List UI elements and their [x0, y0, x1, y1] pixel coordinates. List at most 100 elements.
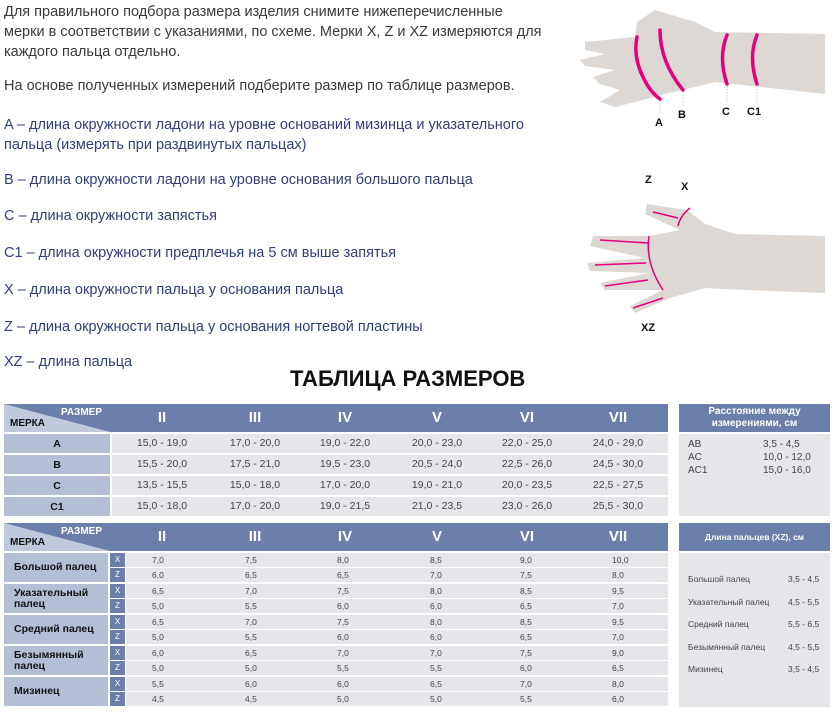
finger-value-cell: 5,5	[245, 601, 257, 611]
finger-length-panel	[679, 553, 830, 707]
table-row	[126, 568, 668, 582]
definition-item: Z – длина окружности пальца у основания …	[4, 319, 423, 335]
distance-key: AB	[688, 439, 702, 450]
finger-value-cell: 5,0	[152, 632, 164, 642]
xz-label: Z	[110, 599, 125, 613]
finger-value-cell: 7,0	[612, 601, 624, 611]
finger-value-cell: 8,0	[612, 570, 624, 580]
measure-row-label: C1	[4, 497, 110, 516]
size-value-cell: 22,5 - 26,0	[501, 458, 553, 470]
measure-label: МЕРКА	[10, 418, 45, 429]
finger-value-cell: 7,5	[245, 555, 257, 565]
finger-length-key: Безымянный палец	[688, 641, 766, 652]
finger-value-cell: 6,0	[152, 648, 164, 658]
finger-value-cell: 7,0	[152, 555, 164, 565]
definition-item: B – длина окружности ладони на уровне ос…	[4, 172, 473, 188]
finger-value-cell: 8,5	[430, 555, 442, 565]
finger-row-label: Указательный палец	[4, 584, 108, 613]
finger-value-cell: 5,5	[245, 632, 257, 642]
finger-value-cell: 9,0	[612, 648, 624, 658]
finger-value-cell: 7,0	[430, 648, 442, 658]
finger-value-cell: 7,5	[337, 586, 349, 596]
finger-value-cell: 4,5	[152, 694, 164, 704]
finger-value-cell: 6,5	[520, 632, 532, 642]
size-value-cell: 23,0 - 26,0	[501, 500, 553, 512]
finger-value-cell: 6,0	[245, 679, 257, 689]
table2-header	[4, 523, 668, 551]
size-value-cell: 24,0 - 29,0	[592, 437, 644, 449]
finger-value-cell: 7,0	[612, 632, 624, 642]
size-value-cell: 19,5 - 23,0	[319, 458, 371, 470]
table-row	[126, 584, 668, 598]
size-value-cell: 15,0 - 18,0	[136, 500, 188, 512]
size-column-header: VI	[519, 409, 535, 426]
finger-value-cell: 6,5	[245, 648, 257, 658]
finger-value-cell: 7,0	[245, 586, 257, 596]
size-value-cell: 25,5 - 30,0	[592, 500, 644, 512]
finger-length-value: 3,5 - 4,5	[788, 664, 820, 674]
finger-length-value: 4,5 - 5,5	[788, 641, 820, 652]
table-row	[112, 455, 668, 474]
distance-value: 10,0 - 12,0	[763, 452, 811, 463]
xz-label: X	[110, 646, 125, 660]
finger-row-label: Средний палец	[4, 615, 108, 644]
finger-value-cell: 5,5	[337, 663, 349, 673]
size-value-cell: 17,0 - 20,0	[229, 500, 281, 512]
finger-value-cell: 6,5	[245, 570, 257, 580]
hand-diagram-fingers: Z X XZ	[587, 174, 825, 333]
finger-value-cell: 5,0	[152, 663, 164, 673]
corner-header: РАЗМЕР МЕРКА	[4, 404, 110, 432]
distance-key: AC1	[688, 465, 708, 476]
size-column-header: IV	[337, 528, 353, 545]
finger-value-cell: 5,0	[152, 601, 164, 611]
finger-value-cell: 9,5	[612, 617, 624, 627]
xz-label: X	[110, 615, 125, 629]
finger-value-cell: 6,0	[430, 601, 442, 611]
finger-length-header: Длина пальцев (XZ), см	[679, 523, 830, 551]
finger-value-cell: 7,5	[520, 648, 532, 658]
finger-value-cell: 5,0	[245, 663, 257, 673]
finger-value-cell: 5,5	[520, 694, 532, 704]
finger-value-cell: 6,0	[337, 601, 349, 611]
size-column-header: III	[248, 528, 262, 545]
distance-panel	[679, 434, 830, 516]
size-value-cell: 21,0 - 23,5	[411, 500, 463, 512]
table-row	[126, 599, 668, 613]
finger-length-value: 5,5 - 6,5	[788, 619, 820, 629]
finger-value-cell: 6,5	[152, 617, 164, 627]
finger-length-key: Средний палец	[688, 619, 749, 629]
page-title: ТАБЛИЦА РАЗМЕРОВ	[290, 366, 526, 391]
distance-value: 3,5 - 4,5	[763, 439, 800, 450]
finger-value-cell: 7,0	[337, 648, 349, 658]
table-row	[126, 615, 668, 629]
size-column-header: VII	[608, 528, 628, 545]
definition-item: X – длина окружности пальца у основания …	[4, 282, 344, 298]
table1-header	[4, 404, 668, 432]
finger-value-cell: 6,0	[520, 663, 532, 673]
finger-length-value: 3,5 - 4,5	[788, 574, 820, 584]
finger-value-cell: 6,5	[337, 570, 349, 580]
finger-value-cell: 6,5	[152, 586, 164, 596]
finger-value-cell: 6,0	[612, 694, 624, 704]
finger-value-cell: 8,0	[430, 586, 442, 596]
xz-label: Z	[110, 692, 125, 706]
xz-label: X	[110, 553, 125, 567]
measure-label: МЕРКА	[10, 537, 45, 548]
distance-key: AC	[688, 452, 702, 463]
size-column-header: V	[431, 409, 442, 426]
finger-value-cell: 7,5	[520, 570, 532, 580]
size-value-cell: 17,0 - 20,0	[319, 479, 371, 491]
label-x: X	[681, 181, 689, 193]
size-value-cell: 15,0 - 19,0	[136, 437, 188, 449]
table-row	[112, 434, 668, 453]
size-label: РАЗМЕР	[61, 526, 102, 537]
finger-value-cell: 7,5	[337, 617, 349, 627]
size-column-header: V	[431, 528, 442, 545]
label-c: C	[722, 106, 730, 118]
label-b: B	[678, 109, 686, 121]
size-value-cell: 15,0 - 18,0	[229, 479, 281, 491]
xz-label: X	[110, 677, 125, 691]
size-value-cell: 20,5 - 24,0	[411, 458, 463, 470]
size-value-cell: 20,0 - 23,0	[411, 437, 463, 449]
finger-value-cell: 6,0	[337, 679, 349, 689]
